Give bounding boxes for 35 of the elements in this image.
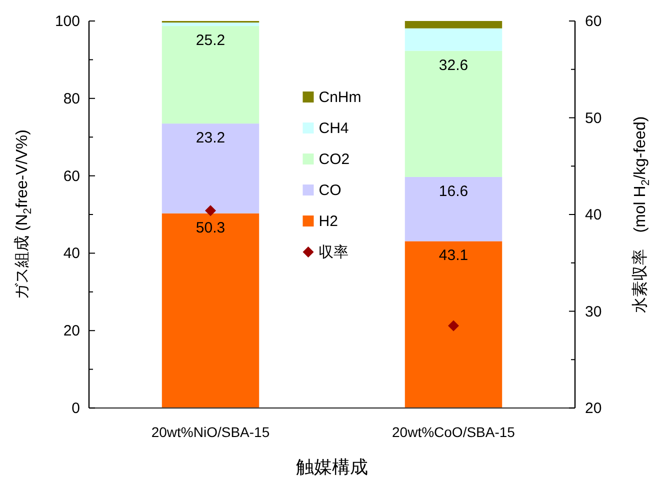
legend-label: 収率	[318, 244, 349, 260]
data-label: 16.6	[438, 182, 468, 200]
legend-label: H2	[318, 212, 338, 230]
bar	[162, 26, 260, 124]
bar	[162, 213, 260, 408]
data-label: 50.3	[196, 218, 226, 236]
bar	[162, 124, 260, 214]
y2-tick-label: 20	[585, 400, 602, 416]
bar	[404, 28, 502, 51]
y2-tick-label: 40	[585, 206, 602, 223]
y2-tick-label: 50	[585, 109, 602, 126]
data-label: 23.2	[196, 129, 226, 146]
y-tick-label: 100	[54, 12, 80, 30]
data-label: 32.6	[438, 56, 468, 74]
y-tick-label: 80	[63, 90, 80, 107]
data-label: 43.1	[438, 246, 468, 264]
legend-label: CnHm	[318, 88, 362, 106]
y2-tick-label: 30	[585, 302, 602, 320]
data-label: 25.2	[196, 32, 226, 49]
legend-label: CO2	[318, 150, 350, 168]
y2-tick-label: 60	[585, 12, 602, 30]
bar	[404, 21, 502, 28]
bar	[404, 50, 502, 177]
y-tick-label: 40	[63, 244, 80, 262]
bar	[162, 22, 260, 26]
y-tick-label: 60	[63, 167, 80, 184]
legend-label: CO	[318, 182, 342, 198]
legend-label: CH4	[318, 120, 349, 136]
y-tick-label: 0	[72, 400, 80, 416]
x-tick-label: 20wt%CoO/SBA-15	[392, 424, 516, 440]
bar	[404, 241, 502, 408]
x-axis-title: 触媒構成	[296, 457, 368, 477]
bar	[404, 176, 502, 242]
y-tick-label: 20	[63, 322, 80, 340]
x-tick-label: 20wt%NiO/SBA-15	[151, 424, 270, 440]
